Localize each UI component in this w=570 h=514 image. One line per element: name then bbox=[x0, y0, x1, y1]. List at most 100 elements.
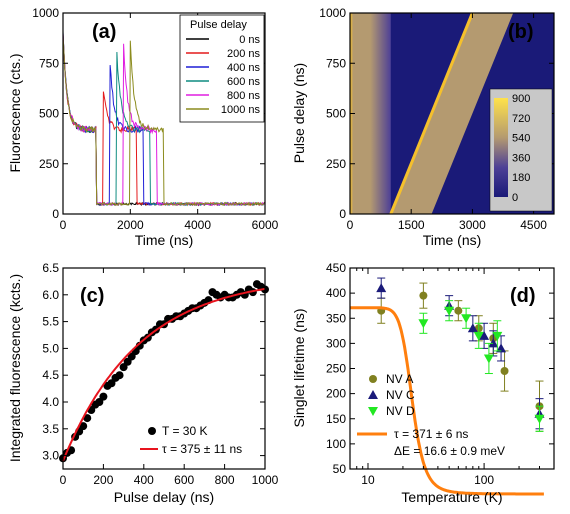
y-tick-label: 500 bbox=[326, 107, 346, 121]
y-tick-label: 0 bbox=[52, 207, 59, 221]
panel-c: 0 200 400 600 800 1000 3.0 3.5 4.0 4.5 5.0 5.5 6.0 6.… bbox=[7, 261, 279, 505]
data-point bbox=[483, 354, 494, 364]
heatmap-band-edge bbox=[389, 12, 474, 215]
data-point bbox=[115, 371, 124, 380]
colorbar-tick-label: 540 bbox=[512, 133, 530, 145]
panel-a-xlabel: Time (ns) bbox=[135, 232, 194, 248]
x-tick-label: 1500 bbox=[398, 218, 425, 232]
y-tick-label: 3.0 bbox=[42, 449, 59, 463]
y-tick-label: 1000 bbox=[32, 6, 59, 20]
heatmap-band-first bbox=[350, 13, 391, 214]
legend-entry: τ = 375 ± 11 ns bbox=[162, 442, 242, 456]
x-tick-label: 1000 bbox=[252, 473, 279, 487]
x-tick-label: 200 bbox=[93, 473, 113, 487]
panel-c-xlabel: Pulse delay (ns) bbox=[114, 489, 214, 505]
x-tick-label: 600 bbox=[174, 473, 194, 487]
x-tick-label: 10 bbox=[361, 473, 375, 487]
data-point bbox=[473, 331, 484, 341]
data-point bbox=[492, 331, 503, 341]
y-tick-label: 5.0 bbox=[42, 341, 59, 355]
x-tick-label: 6000 bbox=[252, 218, 279, 232]
y-tick-label: 200 bbox=[326, 387, 346, 401]
y-tick-label: 50 bbox=[333, 462, 347, 476]
data-point bbox=[461, 314, 472, 324]
colorbar-tick-label: 720 bbox=[512, 113, 530, 125]
x-tick-label: 400 bbox=[134, 473, 154, 487]
legend-entry: 400 ns bbox=[227, 62, 261, 74]
x-tick-label: 4500 bbox=[520, 218, 547, 232]
heatmap-band-second bbox=[390, 13, 514, 214]
panel-d-xlabel: Temperature (K) bbox=[401, 489, 502, 505]
x-tick-label: 0 bbox=[60, 218, 67, 232]
data-point bbox=[99, 392, 108, 401]
y-tick-label: 500 bbox=[39, 107, 59, 121]
y-tick-label: 4.0 bbox=[42, 395, 59, 409]
panel-a-legend: Pulse delay 0 ns 200 ns 400 ns 600 ns 800 ns… bbox=[179, 14, 265, 123]
data-point bbox=[500, 367, 509, 376]
x-tick-label: 4000 bbox=[184, 218, 211, 232]
x-tick-label: 2000 bbox=[117, 218, 144, 232]
legend-entry: NV A bbox=[386, 372, 413, 386]
data-point bbox=[369, 375, 377, 383]
data-point bbox=[418, 319, 429, 329]
y-tick-label: 3.5 bbox=[42, 422, 59, 436]
x-tick-label: 0 bbox=[347, 218, 354, 232]
colorbar-tick-label: 360 bbox=[512, 152, 530, 164]
panel-b-ylabel: Pulse delay (ns) bbox=[291, 63, 307, 163]
fit-line bbox=[350, 306, 544, 496]
panel-d-label: (d) bbox=[510, 285, 536, 307]
panel-c-label: (c) bbox=[80, 285, 104, 307]
panel-a-label: (a) bbox=[92, 21, 116, 43]
legend-entry: 800 ns bbox=[227, 90, 261, 102]
data-point bbox=[376, 283, 387, 293]
data-point bbox=[467, 323, 478, 333]
panel-b-xlabel: Time (ns) bbox=[423, 232, 482, 248]
legend-entry: 1000 ns bbox=[221, 104, 261, 116]
data-point bbox=[488, 338, 499, 348]
data-point bbox=[454, 306, 463, 315]
y-tick-label: 250 bbox=[326, 157, 346, 171]
y-tick-label: 5.5 bbox=[42, 315, 59, 329]
panel-c-ylabel: Integrated fluorescence (kcts.) bbox=[7, 274, 23, 462]
y-tick-label: 100 bbox=[326, 437, 346, 451]
y-tick-label: 750 bbox=[326, 56, 346, 70]
y-tick-label: 450 bbox=[326, 261, 346, 275]
colorbar-tick-label: 0 bbox=[512, 192, 518, 204]
legend-marker bbox=[148, 427, 156, 435]
y-tick-label: 6.0 bbox=[42, 288, 59, 302]
y-tick-label: 750 bbox=[39, 56, 59, 70]
panel-b-label: (b) bbox=[508, 21, 534, 43]
colorbar-tick-label: 180 bbox=[512, 172, 530, 184]
x-tick-label: 3000 bbox=[459, 218, 486, 232]
y-tick-label: 1000 bbox=[319, 6, 346, 20]
data-point bbox=[479, 330, 490, 340]
fit-line bbox=[62, 287, 266, 462]
data-point bbox=[83, 414, 92, 423]
data-point bbox=[419, 291, 428, 300]
colorbar-tick-label: 900 bbox=[512, 93, 530, 105]
data-point bbox=[496, 343, 507, 353]
legend-entry: NV C bbox=[386, 388, 415, 402]
y-tick-label: 300 bbox=[326, 336, 346, 350]
data-point bbox=[444, 306, 455, 316]
y-tick-label: 250 bbox=[326, 362, 346, 376]
legend-entry: 200 ns bbox=[227, 48, 261, 60]
x-tick-label: 0 bbox=[60, 473, 67, 487]
data-point bbox=[534, 414, 545, 424]
legend-entry: τ = 371 ± 6 ns bbox=[394, 427, 468, 441]
panel-a-ylabel: Fluorescence (cts.) bbox=[7, 53, 23, 172]
panel-d-ylabel: Singlet lifetime (ns) bbox=[291, 308, 307, 427]
x-tick-label: 800 bbox=[215, 473, 235, 487]
panel-a: 0 2000 4000 6000 0 250 500 750 1000 (a) Time (ns… bbox=[7, 6, 279, 248]
legend-entry: 600 ns bbox=[227, 76, 261, 88]
y-tick-label: 6.5 bbox=[42, 261, 59, 275]
legend-note: ΔE = 16.6 ± 0.9 meV bbox=[394, 444, 505, 458]
x-tick-label: 100 bbox=[474, 473, 494, 487]
data-point bbox=[79, 422, 88, 431]
y-tick-label: 0 bbox=[339, 207, 346, 221]
data-point bbox=[368, 390, 378, 399]
y-tick-label: 350 bbox=[326, 311, 346, 325]
y-tick-label: 250 bbox=[39, 157, 59, 171]
legend-title: Pulse delay bbox=[190, 19, 247, 31]
